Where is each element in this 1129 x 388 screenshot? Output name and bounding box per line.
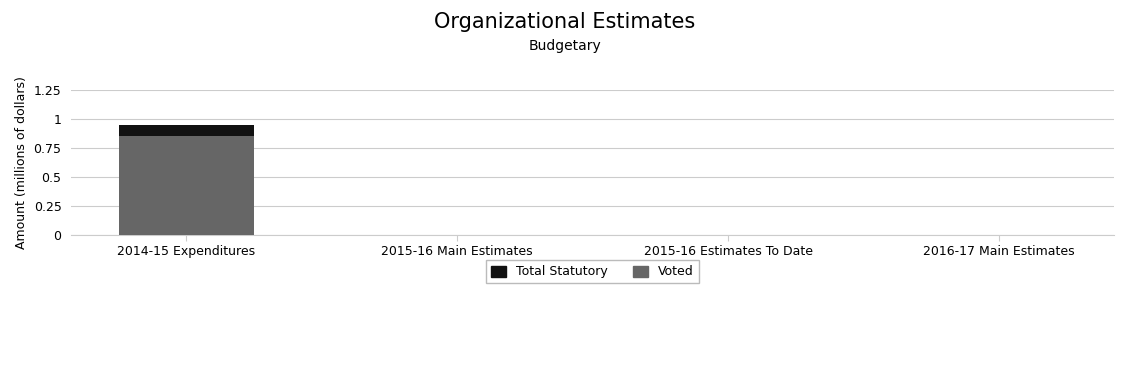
Bar xyxy=(119,125,254,136)
Y-axis label: Amount (millions of dollars): Amount (millions of dollars) xyxy=(15,76,28,249)
Legend: Total Statutory, Voted: Total Statutory, Voted xyxy=(487,260,699,284)
Bar xyxy=(119,136,254,235)
Text: Organizational Estimates: Organizational Estimates xyxy=(434,12,695,32)
Text: Budgetary: Budgetary xyxy=(528,39,601,53)
